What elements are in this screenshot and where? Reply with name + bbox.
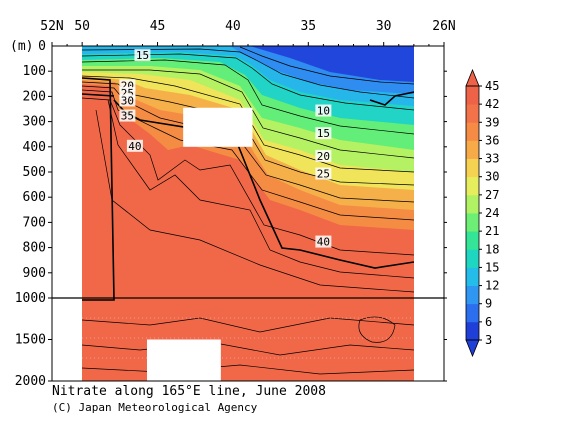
y-tick-label: 300: [23, 115, 46, 130]
contour-lines: [82, 46, 414, 375]
x-tick-label: 30: [376, 19, 392, 34]
y-tick-label: 800: [23, 241, 46, 256]
contour-label-bg: [315, 167, 332, 180]
y-axis-unit-label: (m): [10, 39, 33, 54]
missing-data-box: [146, 339, 221, 381]
depth-guide-lines: [82, 317, 414, 359]
contour-label-bg: [134, 49, 151, 62]
colorbar-tick-label: 45: [485, 79, 499, 93]
missing-data-box: [183, 107, 253, 147]
contour-label: 30: [121, 94, 134, 107]
y-tick-label: 1500: [15, 333, 46, 348]
colorbar-tick-label: 24: [485, 206, 499, 220]
colorbar-segment: [466, 158, 479, 178]
x-tick-label: 40: [225, 19, 241, 34]
contour-label: 15: [317, 127, 330, 140]
chart-title: Nitrate along 165°E line, June 2008: [52, 384, 326, 399]
lower-panel-field: [82, 298, 414, 381]
contour-label-bg: [315, 235, 332, 248]
x-tick-label: 50: [74, 19, 90, 34]
colorbar-segment: [466, 104, 479, 123]
x-tick-label: 45: [150, 19, 166, 34]
colorbar-tick-label: 30: [485, 170, 499, 184]
contour-label: 10: [317, 105, 330, 118]
x-axis: 52N 50 45 40 35 30 26N: [40, 19, 456, 46]
missing-data-regions: [146, 107, 253, 381]
y-tick-label: 700: [23, 215, 46, 230]
colorbar-tick-label: 18: [485, 242, 499, 256]
x-tick-label: 35: [300, 19, 316, 34]
colorbar-segment: [466, 194, 479, 214]
colorbar-segment: [466, 213, 479, 232]
field-band-deep-blue: [250, 46, 414, 82]
contour-label: 25: [317, 168, 330, 181]
colorbar-tick-label: 27: [485, 188, 499, 202]
contour-label: 15: [136, 49, 149, 62]
colorbar-tick-label: 12: [485, 279, 499, 293]
y-tick-label: 500: [23, 165, 46, 180]
contour-label-bg: [119, 109, 136, 122]
colorbar-tick-label: 15: [485, 260, 499, 274]
contour-label-bg: [315, 127, 332, 140]
colorbar-min-arrow: [465, 339, 480, 358]
y-tick-label: 1000: [15, 291, 46, 306]
colorbar-max-arrow: [465, 68, 480, 87]
contour-40-thick: [82, 77, 414, 301]
x-tick-label: 26N: [432, 19, 455, 34]
colorbar-tick-label: 36: [485, 133, 499, 147]
colorbar-segment: [466, 303, 479, 323]
colorbar-tick-label: 42: [485, 97, 499, 111]
y-tick-label: 2000: [15, 374, 46, 389]
y-tick-label: 900: [23, 266, 46, 281]
y-tick-label: 0: [38, 39, 46, 54]
colorbar-tick-label: 39: [485, 115, 499, 129]
colorbar-tick-label: 33: [485, 152, 499, 166]
colorbar-tick-label: 21: [485, 224, 499, 238]
colorbar-segment: [466, 86, 479, 105]
y-axis: 100 200 300 400 500 600 700 800 900 1000 0 1500 2000: [15, 39, 447, 389]
colorbar-segment: [466, 176, 479, 196]
colorbar-segment: [466, 267, 479, 286]
colorbar-segment: [466, 140, 479, 159]
colorbar-segment: [466, 285, 479, 305]
contour-label: 35: [121, 110, 134, 123]
colorbar-segment: [466, 122, 479, 141]
colorbar-tick-label: 9: [485, 297, 492, 311]
colorbar-segment: [466, 321, 479, 341]
contour-label-bg: [119, 94, 136, 107]
colorbar-segment: [466, 231, 479, 250]
colorbar-tick-label: 6: [485, 315, 492, 329]
contour-label: 20: [317, 150, 330, 163]
colorbar-segment: [466, 249, 479, 268]
colorbar-tick-label: 3: [485, 333, 492, 347]
y-tick-label: 400: [23, 140, 46, 155]
chart-credit: (C) Japan Meteorological Agency: [52, 401, 258, 414]
contour-label: 40: [128, 140, 141, 153]
y-tick-label: 600: [23, 190, 46, 205]
contour-label-bg: [126, 139, 143, 152]
contour-label-bg: [315, 104, 332, 117]
x-tick-label: 52N: [40, 19, 63, 34]
contour-label: 40: [317, 236, 330, 249]
y-tick-label: 100: [23, 64, 46, 79]
contour-label-bg: [315, 149, 332, 162]
y-tick-label: 200: [23, 89, 46, 104]
